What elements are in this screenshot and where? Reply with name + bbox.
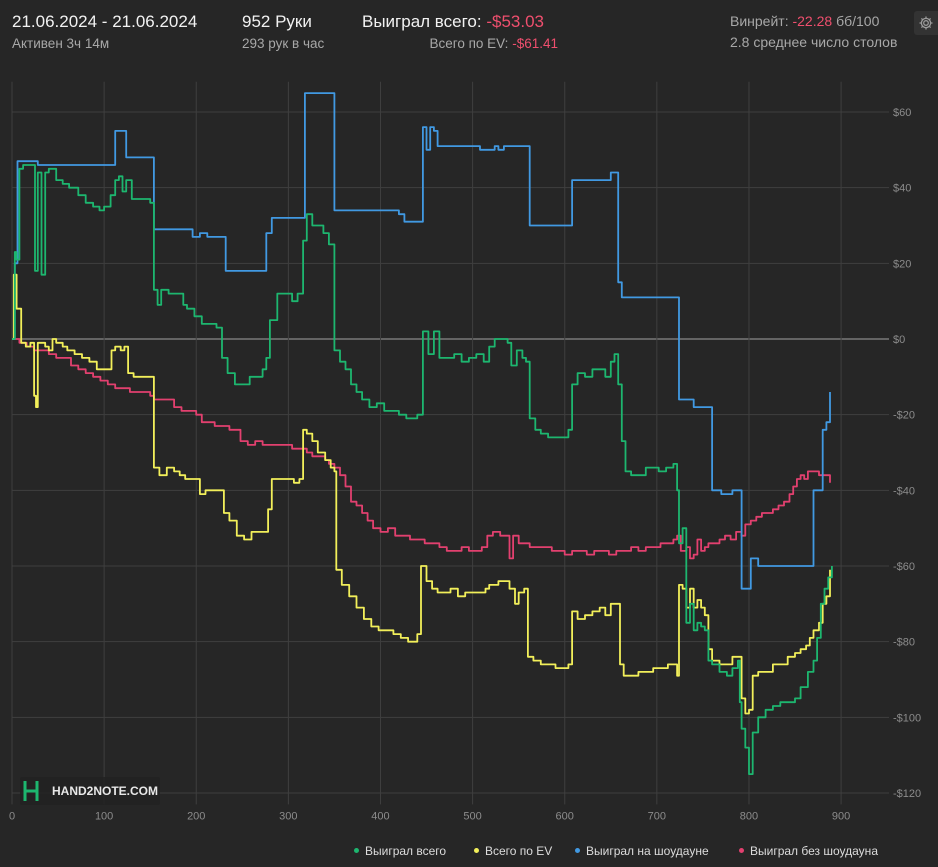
series-line-2 [12, 92, 831, 590]
grid [11, 81, 889, 805]
x-tick-label: 900 [832, 810, 850, 822]
x-tick-label: 200 [187, 810, 205, 822]
legend-item-showdown[interactable]: Выиграл на шоудауне [575, 844, 709, 858]
summary-header: 21.06.2024 - 21.06.2024 Активен 3ч 14м 9… [0, 0, 938, 60]
ev-total-label: Всего по EV: [429, 36, 509, 51]
y-tick-label: -$100 [893, 712, 921, 724]
x-tick-label: 500 [463, 810, 481, 822]
y-tick-label: $60 [893, 107, 911, 119]
series-line-0 [12, 164, 833, 775]
y-tick-label: -$60 [893, 561, 915, 573]
average-tables: 2.8 среднее число столов [730, 34, 898, 50]
hands-per-hour: 293 рук в час [242, 36, 325, 51]
won-total-value: -$53.03 [486, 12, 545, 31]
winrate-unit: бб/100 [836, 13, 880, 29]
won-total-label: Выиграл всего: [362, 12, 482, 31]
ev-total-value: -$61.41 [512, 36, 558, 51]
series-line-1 [12, 273, 831, 715]
settings-button[interactable] [914, 11, 938, 35]
series-lines [12, 92, 833, 775]
y-tick-label: -$120 [893, 788, 921, 800]
x-tick-label: 400 [371, 810, 389, 822]
legend-item-ev-total[interactable]: Всего по EV [474, 844, 552, 858]
active-time: Активен 3ч 14м [12, 36, 110, 51]
hand2note-logo: HAND2NOTE.COM [20, 777, 160, 805]
legend-item-won-total[interactable]: Выиграл всего [354, 844, 446, 858]
y-tick-label: -$20 [893, 410, 915, 422]
green-dot-icon [354, 848, 359, 854]
x-tick-label: 700 [648, 810, 666, 822]
x-tick-label: 600 [556, 810, 574, 822]
winrate-value: -22.28 [792, 13, 833, 29]
y-tick-label: -$80 [893, 637, 915, 649]
y-tick-label: $20 [893, 258, 911, 270]
y-tick-label: $0 [893, 334, 905, 346]
y-tick-label: $40 [893, 183, 911, 195]
won-total: Выиграл всего: -$53.03 [362, 12, 544, 32]
logo-text: HAND2NOTE.COM [52, 784, 159, 798]
legend-label: Выиграл на шоудауне [586, 844, 709, 858]
legend-label: Выиграл без шоудауна [750, 844, 878, 858]
yellow-dot-icon [474, 848, 479, 854]
legend-label: Выиграл всего [365, 844, 447, 858]
winrate: Винрейт: -22.28 бб/100 [730, 13, 879, 29]
date-range: 21.06.2024 - 21.06.2024 [12, 12, 198, 31]
x-tick-label: 100 [95, 810, 113, 822]
blue-dot-icon [575, 848, 580, 854]
legend-label: Всего по EV [485, 844, 553, 858]
x-tick-label: 800 [740, 810, 758, 822]
y-tick-label: -$40 [893, 485, 915, 497]
x-tick-label: 300 [279, 810, 297, 822]
x-tick-label: 0 [9, 810, 15, 822]
hands-count: 952 Руки [242, 12, 312, 31]
legend-item-non-showdown[interactable]: Выиграл без шоудауна [739, 844, 878, 858]
winrate-label: Винрейт: [730, 13, 789, 29]
series-line-3 [12, 338, 831, 560]
logo-graphic [20, 777, 160, 805]
gear-icon [919, 16, 933, 30]
axis-ticks: $60 $40 $20 $0 -$20 -$40 -$60 -$80 -$100 -$120 0 10… [9, 107, 921, 822]
ev-total: Всего по EV: -$61.41 [429, 36, 558, 51]
pink-dot-icon [739, 848, 744, 854]
profit-chart: $60 $40 $20 $0 -$20 -$40 -$60 -$80 -$100 -$120 0 10… [9, 81, 921, 822]
